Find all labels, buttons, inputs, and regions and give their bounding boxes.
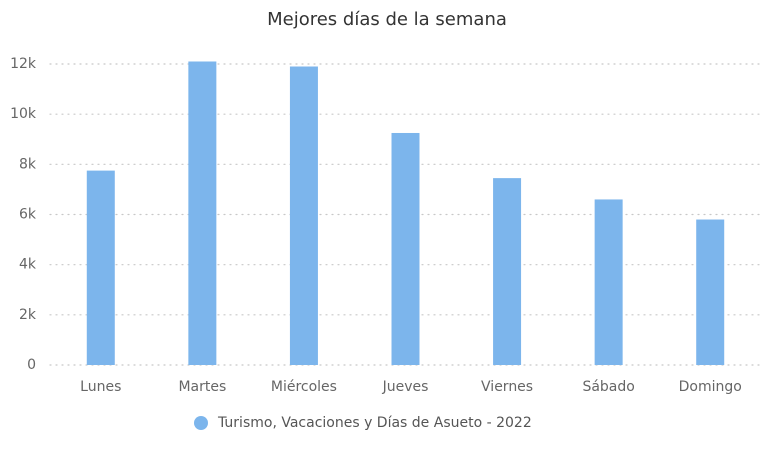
legend-marker	[194, 416, 208, 430]
y-tick-label: 2k	[19, 307, 37, 323]
bar	[696, 219, 725, 365]
y-tick-label: 4k	[19, 257, 37, 273]
x-tick-label: Viernes	[481, 379, 533, 395]
x-tick-label: Domingo	[679, 379, 742, 395]
x-tick-label: Lunes	[80, 379, 121, 395]
chart-title: Mejores días de la semana	[267, 9, 507, 30]
bar	[86, 170, 115, 365]
y-tick-label: 10k	[10, 106, 37, 122]
y-tick-label: 6k	[19, 207, 37, 223]
y-tick-label: 0	[27, 357, 36, 373]
bar	[289, 66, 318, 365]
bar	[594, 199, 623, 365]
bar	[391, 132, 420, 365]
y-tick-label: 8k	[19, 156, 37, 172]
x-tick-label: Jueves	[382, 379, 429, 395]
x-tick-label: Miércoles	[271, 379, 337, 395]
bar	[493, 178, 522, 365]
bar	[188, 61, 217, 365]
y-tick-label: 12k	[10, 56, 37, 72]
legend-label[interactable]: Turismo, Vacaciones y Días de Asueto - 2…	[217, 415, 532, 431]
x-tick-label: Sábado	[582, 379, 634, 395]
x-tick-label: Martes	[178, 379, 226, 395]
